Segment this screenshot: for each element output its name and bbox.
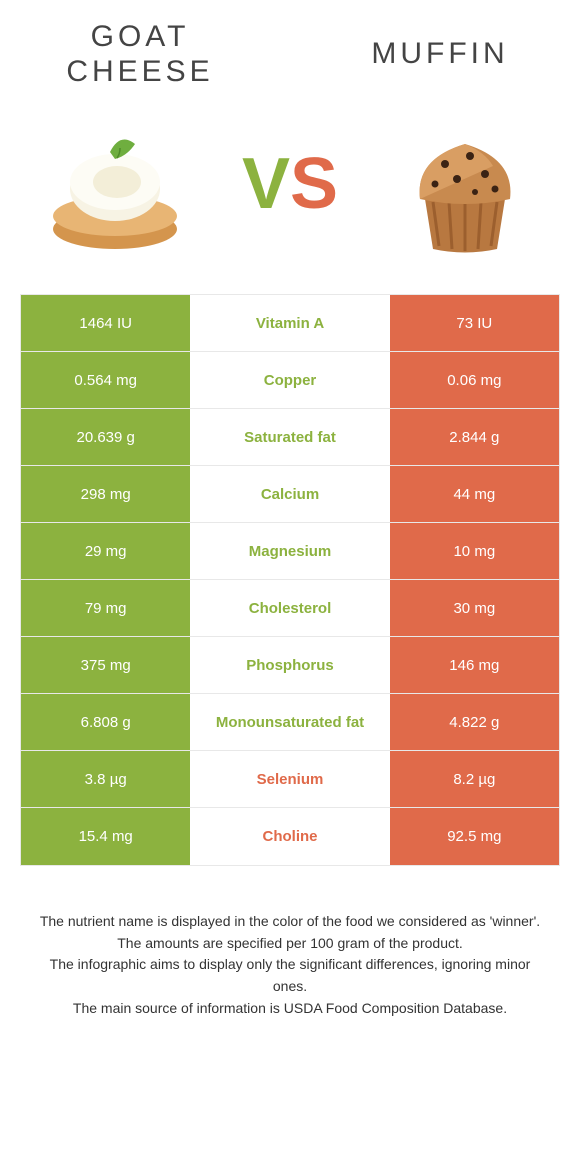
cell-left-value: 375 mg: [21, 637, 190, 693]
footer-line-1: The nutrient name is displayed in the co…: [35, 911, 545, 933]
table-row: 15.4 mgCholine92.5 mg: [21, 808, 559, 865]
table-row: 3.8 µgSelenium8.2 µg: [21, 751, 559, 808]
footer-line-4: The main source of information is USDA F…: [35, 998, 545, 1020]
cell-left-value: 3.8 µg: [21, 751, 190, 807]
cell-right-value: 2.844 g: [390, 409, 559, 465]
table-row: 20.639 gSaturated fat2.844 g: [21, 409, 559, 466]
cell-right-value: 146 mg: [390, 637, 559, 693]
cell-left-value: 6.808 g: [21, 694, 190, 750]
cell-right-value: 73 IU: [390, 295, 559, 351]
goat-cheese-icon: [30, 99, 200, 269]
table-row: 6.808 gMonounsaturated fat4.822 g: [21, 694, 559, 751]
cell-nutrient-name: Calcium: [190, 466, 389, 522]
cell-nutrient-name: Selenium: [190, 751, 389, 807]
food-title-left: GOAT CHEESE: [40, 20, 240, 89]
cell-right-value: 0.06 mg: [390, 352, 559, 408]
cell-nutrient-name: Monounsaturated fat: [190, 694, 389, 750]
cell-left-value: 15.4 mg: [21, 808, 190, 865]
nutrient-table: 1464 IUVitamin A73 IU0.564 mgCopper0.06 …: [20, 294, 560, 866]
table-row: 1464 IUVitamin A73 IU: [21, 295, 559, 352]
footer-notes: The nutrient name is displayed in the co…: [10, 911, 570, 1019]
cell-right-value: 44 mg: [390, 466, 559, 522]
table-row: 79 mgCholesterol30 mg: [21, 580, 559, 637]
cell-left-value: 1464 IU: [21, 295, 190, 351]
footer-line-2: The amounts are specified per 100 gram o…: [35, 933, 545, 955]
infographic-container: GOAT CHEESE MUFFIN VS: [0, 0, 580, 1019]
cell-right-value: 10 mg: [390, 523, 559, 579]
images-row: VS: [10, 99, 570, 269]
cell-right-value: 8.2 µg: [390, 751, 559, 807]
header: GOAT CHEESE MUFFIN: [10, 20, 570, 89]
cell-left-value: 298 mg: [21, 466, 190, 522]
cell-left-value: 29 mg: [21, 523, 190, 579]
cell-nutrient-name: Cholesterol: [190, 580, 389, 636]
table-row: 29 mgMagnesium10 mg: [21, 523, 559, 580]
cell-nutrient-name: Choline: [190, 808, 389, 865]
footer-line-3: The infographic aims to display only the…: [35, 954, 545, 997]
cell-right-value: 30 mg: [390, 580, 559, 636]
cell-nutrient-name: Saturated fat: [190, 409, 389, 465]
food-title-left-line2: CHEESE: [66, 55, 213, 88]
cell-left-value: 79 mg: [21, 580, 190, 636]
table-row: 0.564 mgCopper0.06 mg: [21, 352, 559, 409]
table-row: 375 mgPhosphorus146 mg: [21, 637, 559, 694]
table-row: 298 mgCalcium44 mg: [21, 466, 559, 523]
cell-left-value: 20.639 g: [21, 409, 190, 465]
cell-nutrient-name: Magnesium: [190, 523, 389, 579]
food-title-right: MUFFIN: [340, 37, 540, 72]
cell-right-value: 4.822 g: [390, 694, 559, 750]
cell-left-value: 0.564 mg: [21, 352, 190, 408]
vs-label: VS: [242, 143, 338, 225]
cell-nutrient-name: Copper: [190, 352, 389, 408]
cell-nutrient-name: Phosphorus: [190, 637, 389, 693]
vs-s: S: [290, 144, 338, 224]
food-title-left-line1: GOAT: [91, 20, 190, 53]
vs-v: V: [242, 144, 290, 224]
muffin-icon: [380, 99, 550, 269]
cell-nutrient-name: Vitamin A: [190, 295, 389, 351]
cell-right-value: 92.5 mg: [390, 808, 559, 865]
